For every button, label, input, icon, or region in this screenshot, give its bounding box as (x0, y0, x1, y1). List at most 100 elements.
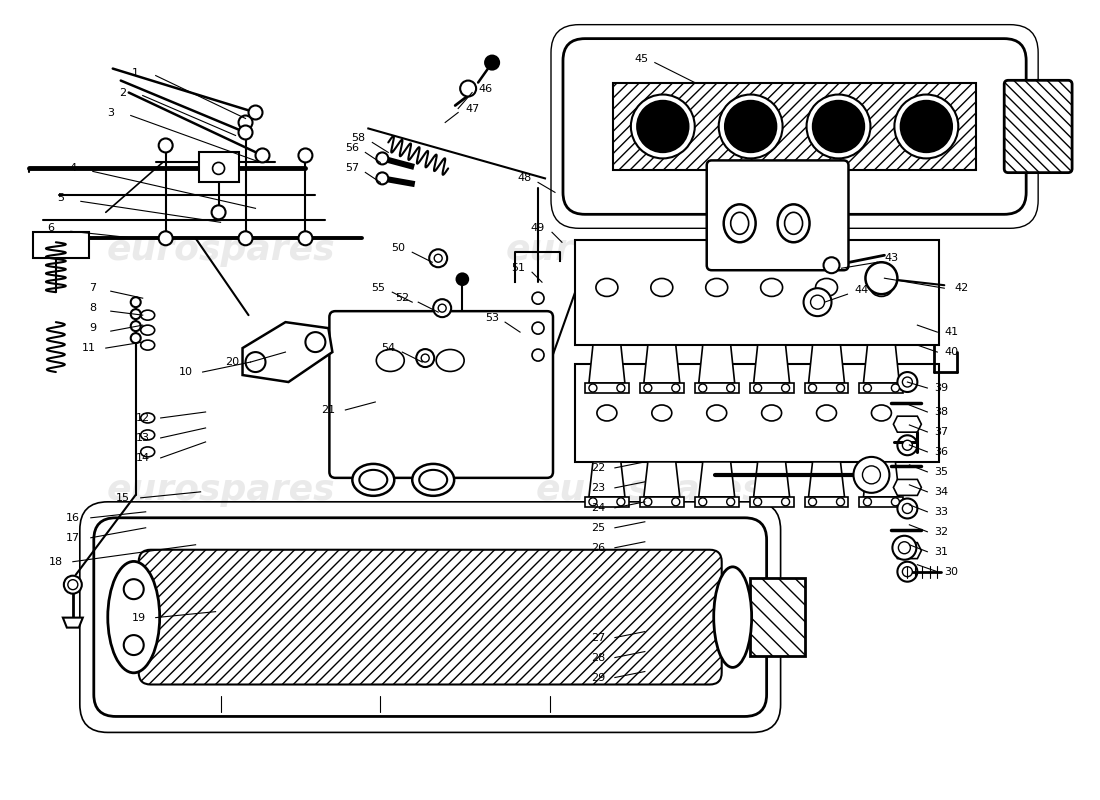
Text: 46: 46 (478, 83, 492, 94)
Circle shape (836, 498, 845, 506)
Ellipse shape (141, 340, 155, 350)
Circle shape (672, 384, 680, 392)
Circle shape (808, 384, 816, 392)
Circle shape (808, 498, 816, 506)
Text: 48: 48 (518, 174, 532, 183)
Circle shape (123, 635, 144, 655)
Text: 51: 51 (512, 263, 525, 274)
Ellipse shape (760, 278, 782, 297)
Text: 52: 52 (395, 293, 409, 303)
Ellipse shape (141, 325, 155, 335)
Polygon shape (644, 345, 680, 383)
Polygon shape (859, 383, 903, 393)
Text: 22: 22 (591, 463, 605, 473)
Ellipse shape (141, 413, 155, 423)
Circle shape (754, 384, 761, 392)
Polygon shape (698, 462, 735, 497)
Text: 24: 24 (591, 503, 605, 513)
Circle shape (891, 384, 900, 392)
Circle shape (131, 333, 141, 343)
Polygon shape (893, 542, 922, 558)
Polygon shape (585, 497, 629, 507)
Ellipse shape (651, 278, 673, 297)
Circle shape (211, 206, 226, 219)
Text: 6: 6 (47, 223, 54, 234)
Circle shape (726, 102, 775, 151)
Circle shape (588, 384, 597, 392)
Ellipse shape (730, 212, 749, 234)
Circle shape (862, 466, 880, 484)
Text: 54: 54 (382, 343, 395, 353)
FancyBboxPatch shape (139, 550, 722, 685)
FancyArrow shape (382, 157, 414, 169)
Ellipse shape (108, 562, 159, 673)
Text: 3: 3 (108, 107, 114, 118)
Circle shape (249, 106, 263, 119)
Polygon shape (808, 462, 845, 497)
Circle shape (306, 332, 326, 352)
Circle shape (854, 457, 890, 493)
Text: 14: 14 (135, 453, 150, 463)
Circle shape (892, 536, 916, 560)
Circle shape (814, 102, 864, 151)
Circle shape (811, 295, 825, 309)
Circle shape (68, 580, 78, 590)
Polygon shape (695, 383, 739, 393)
Circle shape (902, 566, 912, 577)
Circle shape (806, 94, 870, 158)
Ellipse shape (597, 405, 617, 421)
Bar (613, 82, 977, 170)
FancyBboxPatch shape (329, 311, 553, 478)
Text: 2: 2 (119, 87, 126, 98)
Circle shape (131, 321, 141, 331)
Polygon shape (588, 462, 625, 497)
Ellipse shape (596, 278, 618, 297)
Polygon shape (63, 618, 82, 628)
Text: 55: 55 (372, 283, 385, 293)
Circle shape (672, 498, 680, 506)
Ellipse shape (352, 464, 394, 496)
Ellipse shape (652, 405, 672, 421)
Text: 37: 37 (934, 427, 948, 437)
Polygon shape (750, 383, 793, 393)
Circle shape (158, 138, 173, 153)
Circle shape (438, 304, 447, 312)
Circle shape (131, 297, 141, 307)
Ellipse shape (141, 310, 155, 320)
Circle shape (727, 384, 735, 392)
Circle shape (902, 440, 912, 450)
Circle shape (899, 542, 911, 554)
Ellipse shape (871, 405, 891, 421)
Circle shape (898, 372, 917, 392)
FancyBboxPatch shape (706, 161, 848, 270)
Polygon shape (585, 383, 629, 393)
Circle shape (429, 250, 448, 267)
Text: 45: 45 (635, 54, 649, 63)
Text: 10: 10 (178, 367, 192, 377)
Text: 23: 23 (591, 483, 605, 493)
Polygon shape (808, 345, 845, 383)
Circle shape (376, 153, 388, 165)
Text: 42: 42 (954, 283, 968, 293)
Text: 49: 49 (531, 223, 546, 234)
Text: 9: 9 (89, 323, 97, 333)
Polygon shape (695, 497, 739, 507)
Circle shape (64, 576, 81, 594)
Text: 16: 16 (66, 513, 80, 522)
Bar (575, 364, 939, 462)
Text: 7: 7 (89, 283, 97, 293)
Circle shape (416, 349, 434, 367)
Ellipse shape (419, 470, 448, 490)
Circle shape (376, 172, 388, 184)
Text: 11: 11 (81, 343, 96, 353)
Circle shape (532, 322, 544, 334)
Circle shape (902, 377, 912, 387)
Circle shape (782, 498, 790, 506)
Text: 28: 28 (591, 653, 605, 662)
Text: 43: 43 (884, 254, 899, 263)
Text: eurospares: eurospares (107, 473, 334, 507)
Polygon shape (893, 416, 922, 432)
Ellipse shape (714, 567, 751, 667)
Circle shape (836, 384, 845, 392)
Circle shape (866, 262, 898, 294)
